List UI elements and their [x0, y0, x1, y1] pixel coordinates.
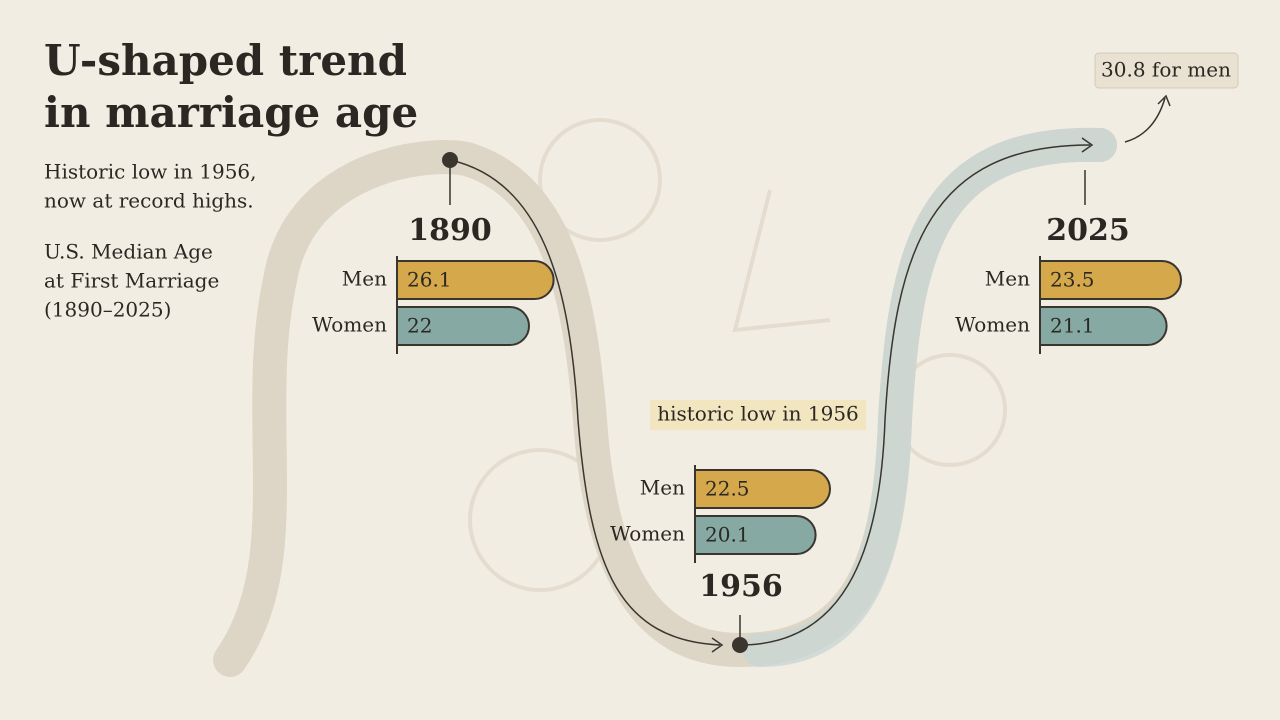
trend-line — [739, 144, 1091, 646]
trend-line — [449, 159, 721, 646]
series-label: Men — [342, 267, 387, 291]
year-label: 1956 — [699, 569, 783, 604]
series-label: Men — [640, 476, 685, 500]
bar — [1039, 260, 1183, 300]
year-label: 2025 — [1046, 213, 1130, 248]
trend-band-rise — [743, 127, 1117, 667]
series-label: Men — [985, 267, 1030, 291]
subtitle: now at record highs. — [44, 189, 254, 213]
bar — [694, 469, 832, 509]
year-label: 1890 — [408, 213, 492, 248]
description: (1890–2025) — [44, 298, 171, 322]
value-label: 22 — [407, 314, 432, 338]
decor — [468, 118, 1007, 592]
subtitle: Historic low in 1956, — [44, 160, 257, 184]
value-label: 20.1 — [705, 523, 750, 547]
title: U-shaped trend — [44, 36, 407, 85]
description: at First Marriage — [44, 269, 219, 293]
series-label: Women — [312, 313, 387, 337]
series-label: Women — [955, 313, 1030, 337]
annotation-box — [1094, 52, 1239, 89]
bar — [396, 260, 555, 300]
description: U.S. Median Age — [44, 240, 213, 264]
bar — [396, 306, 531, 346]
annotation: 30.8 for men — [1101, 58, 1231, 82]
bar — [1039, 306, 1168, 346]
value-label: 21.1 — [1050, 314, 1095, 338]
value-label: 22.5 — [705, 477, 750, 501]
annotation-box — [650, 400, 866, 430]
value-label: 26.1 — [407, 268, 452, 292]
series-label: Women — [610, 522, 685, 546]
value-label: 23.5 — [1050, 268, 1095, 292]
arrows — [711, 94, 1171, 653]
connector — [449, 160, 1086, 645]
annotation: historic low in 1956 — [657, 402, 859, 426]
title: in marriage age — [44, 88, 418, 137]
bar — [694, 515, 817, 555]
